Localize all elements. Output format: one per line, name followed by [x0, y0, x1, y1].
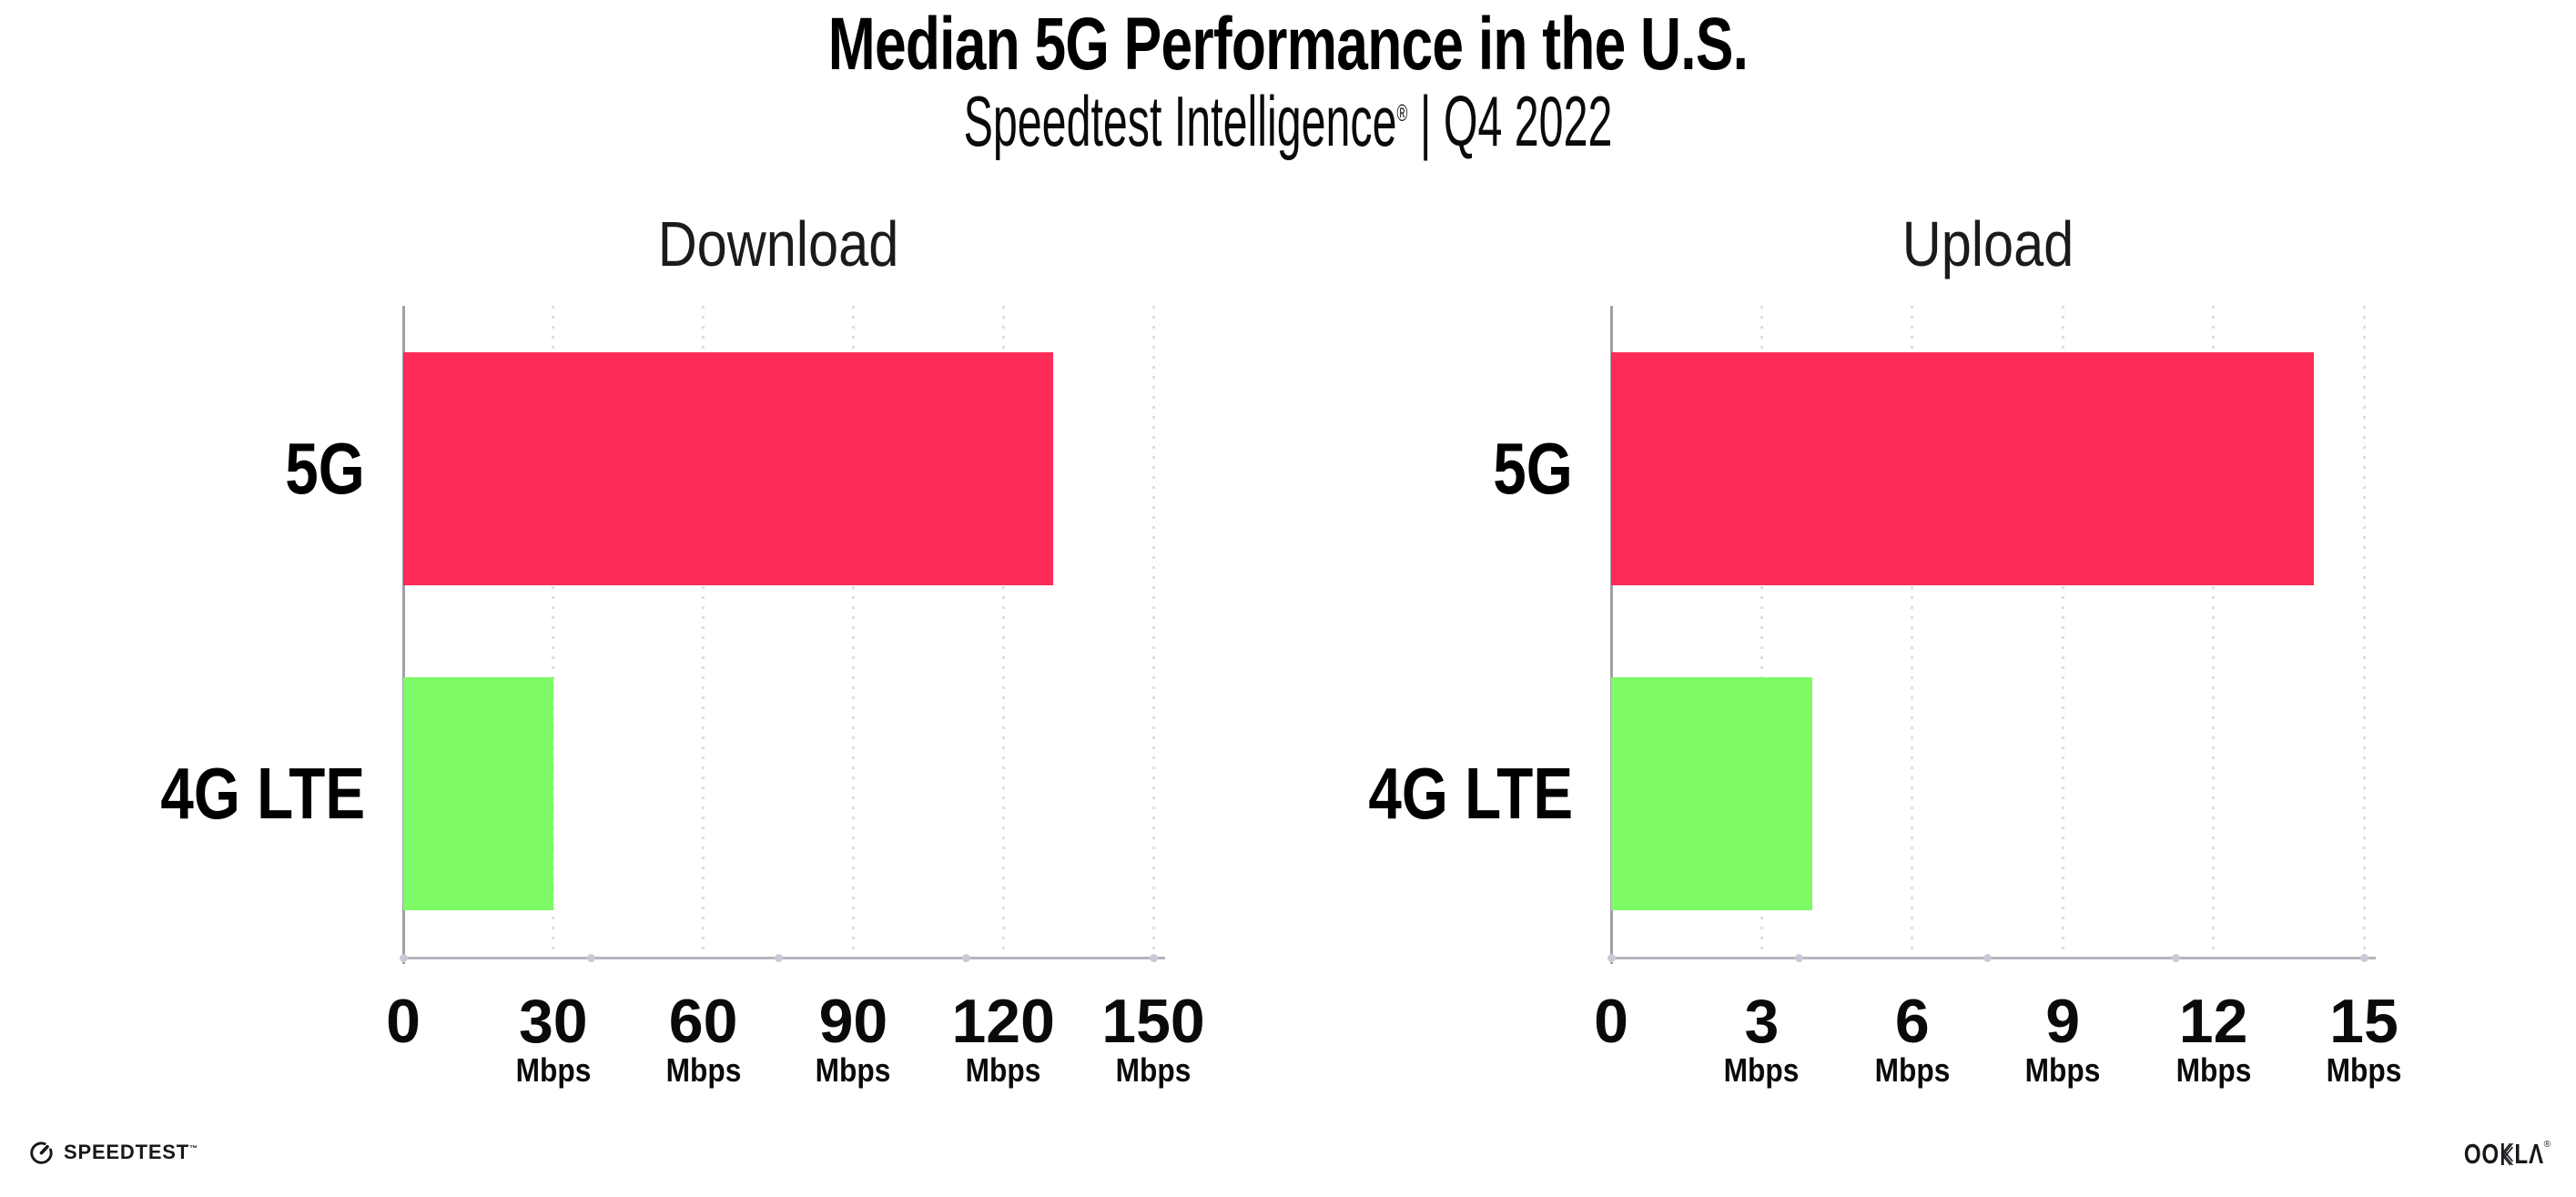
- ookla-text-left: OO: [2463, 1138, 2500, 1170]
- speedtest-gauge-icon: [30, 1141, 53, 1164]
- ookla-text-right: LΛ: [2514, 1138, 2544, 1170]
- gridline-download-150: [1151, 306, 1155, 957]
- tick-unit-upload-12: Mbps: [2175, 1051, 2251, 1089]
- tick-label-download-0: 0: [386, 987, 421, 1056]
- tick-label-upload-9: 9: [2045, 987, 2081, 1056]
- gridline-upload-9: [2061, 306, 2064, 957]
- gridline-download-90: [851, 306, 855, 957]
- chart-title-upload: Upload: [1902, 208, 2074, 279]
- page-title: Median 5G Performance in the U.S.: [827, 3, 1749, 86]
- tick-label-upload-3: 3: [1744, 987, 1780, 1056]
- gridline-upload-15: [2362, 306, 2366, 957]
- tick-unit-download-30: Mbps: [515, 1051, 592, 1089]
- gridline-upload-12: [2212, 306, 2216, 957]
- axis-quarter-dot: [2171, 954, 2180, 962]
- category-label-5g-upload: 5G: [1493, 427, 1573, 509]
- page-subtitle: Speedtest Intelligence® | Q4 2022: [490, 80, 2087, 163]
- tick-label-upload-6: 6: [1894, 987, 1930, 1056]
- gridline-download-120: [1001, 306, 1005, 957]
- tick-label-download-30: 30: [518, 987, 588, 1056]
- ookla-wordmark: OO LΛ: [2464, 1138, 2544, 1171]
- tick-label-upload-12: 12: [2178, 987, 2248, 1056]
- tick-unit-upload-6: Mbps: [1874, 1051, 1951, 1089]
- chart-title-download: Download: [657, 208, 899, 279]
- x-axis-upload: [1611, 957, 2376, 959]
- subtitle-brand: Speedtest Intelligence: [963, 81, 1397, 161]
- x-axis-download: [403, 957, 1165, 959]
- tick-unit-download-60: Mbps: [665, 1051, 741, 1089]
- tick-label-upload-15: 15: [2329, 987, 2399, 1056]
- speedtest-wordmark: SPEEDTEST™: [64, 1141, 198, 1164]
- ookla-registered-mark: ®: [2543, 1140, 2551, 1150]
- category-label-4g-lte-download: 4G LTE: [160, 753, 365, 835]
- speedtest-logo: SPEEDTEST™: [29, 1140, 198, 1164]
- axis-quarter-dot: [2359, 954, 2368, 962]
- gridline-upload-3: [1760, 306, 1763, 957]
- axis-quarter-dot: [1983, 954, 1992, 962]
- gridline-upload-6: [1911, 306, 1914, 957]
- ookla-logo: OO LΛ ®: [2441, 1138, 2551, 1171]
- tick-unit-download-150: Mbps: [1115, 1051, 1192, 1089]
- registered-mark: ®: [1396, 99, 1408, 127]
- tick-unit-download-120: Mbps: [965, 1051, 1041, 1089]
- tick-label-upload-0: 0: [1594, 987, 1628, 1056]
- tick-unit-upload-15: Mbps: [2326, 1051, 2402, 1089]
- axis-quarter-dot: [1795, 954, 1804, 962]
- axis-quarter-dot: [586, 954, 595, 962]
- y-axis-upload: [1609, 306, 1613, 964]
- gridline-download-30: [552, 306, 555, 957]
- category-label-4g-lte-upload: 4G LTE: [1368, 753, 1573, 835]
- axis-quarter-dot: [1607, 954, 1616, 962]
- axis-quarter-dot: [961, 954, 970, 962]
- gridline-download-60: [702, 306, 705, 957]
- bar-5g-download: [403, 351, 1054, 585]
- trademark-symbol: ™: [189, 1143, 198, 1153]
- tick-label-download-150: 150: [1101, 987, 1205, 1056]
- ookla-k-icon: [2500, 1143, 2513, 1165]
- y-axis-download: [401, 306, 405, 964]
- bar-4g-lte-download: [403, 677, 553, 911]
- tick-unit-upload-3: Mbps: [1724, 1051, 1800, 1089]
- axis-quarter-dot: [774, 954, 783, 962]
- axis-quarter-dot: [399, 954, 408, 962]
- tick-label-download-60: 60: [668, 987, 738, 1056]
- tick-unit-download-90: Mbps: [816, 1051, 891, 1089]
- speedtest-text: SPEEDTEST: [64, 1140, 190, 1163]
- bar-4g-lte-upload: [1611, 677, 1812, 911]
- bar-5g-upload: [1611, 351, 2314, 585]
- category-label-5g-download: 5G: [285, 427, 365, 509]
- axis-quarter-dot: [1149, 954, 1158, 962]
- tick-label-download-90: 90: [818, 987, 888, 1056]
- tick-label-download-120: 120: [951, 987, 1055, 1056]
- tick-unit-upload-9: Mbps: [2024, 1051, 2101, 1089]
- subtitle-period: | Q4 2022: [1407, 81, 1613, 161]
